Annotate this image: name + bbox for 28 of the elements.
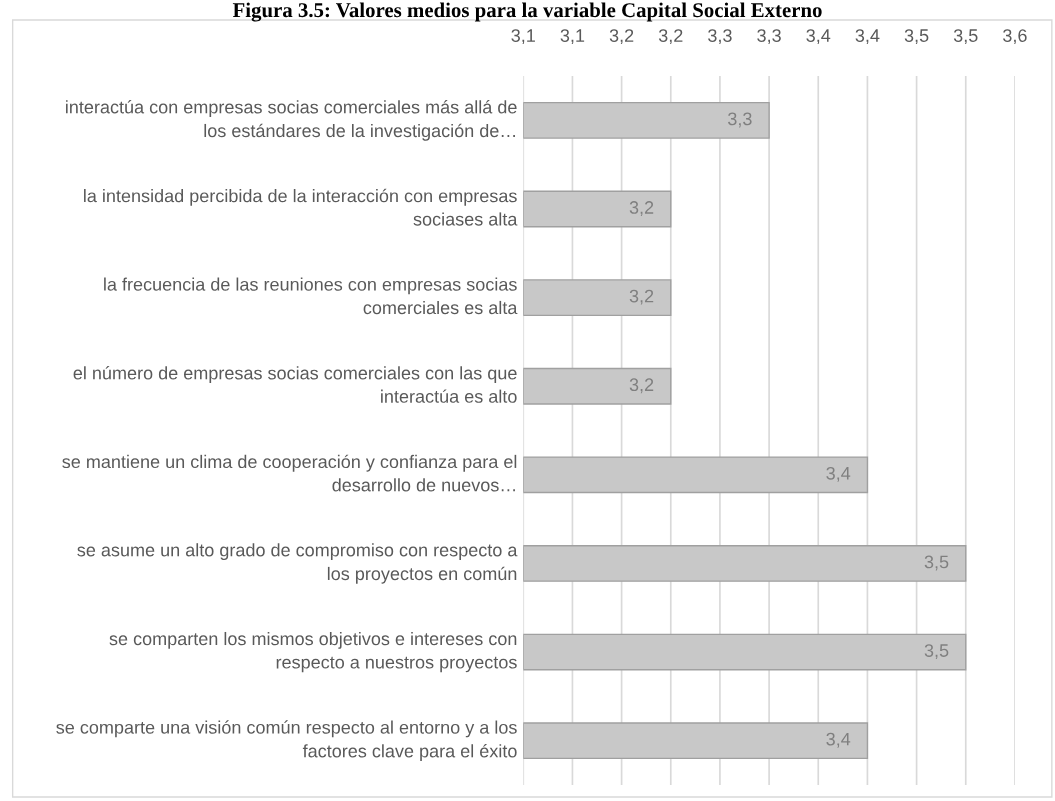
data-label: 3,3 xyxy=(728,112,752,128)
chart-title: Figura 3.5: Valores medios para la variable Capital Social Externo xyxy=(232,2,822,22)
data-label: 3,2 xyxy=(629,201,654,216)
x-tick-label: 3,4 xyxy=(855,29,880,45)
x-tick-label: 3,3 xyxy=(708,29,732,45)
y-tick-label: se asume un alto grado de compromiso con respecto a los proyectos en común xyxy=(77,543,518,584)
x-tick-label: 3,5 xyxy=(904,29,929,45)
y-tick-label: interactúa con empresas socias comerciales más allá de los estándares de la investigación de… xyxy=(66,100,517,141)
x-tick-label: 3,5 xyxy=(953,29,978,45)
y-tick-label: se mantiene un clima de cooperación y confianza para el desarrollo de nuevos… xyxy=(62,454,517,492)
y-tick-label: la intensidad percibida de la interacción con empresas sociases alta xyxy=(84,188,518,226)
data-label: 3,5 xyxy=(924,644,949,660)
data-label: 3,2 xyxy=(629,289,654,305)
x-tick-label: 3,2 xyxy=(609,29,634,45)
x-tick-label: 3,1 xyxy=(560,29,585,45)
x-tick-label: 3,3 xyxy=(757,29,781,45)
y-tick-label: la frecuencia de las reuniones con empresas socias comerciales es alta xyxy=(104,277,518,315)
y-tick-label: el número de empresas socias comerciales con las que interactúa es alto xyxy=(73,366,517,403)
data-label: 3,4 xyxy=(826,466,851,482)
x-tick-label: 3,1 xyxy=(511,29,535,45)
x-tick-label: 3,6 xyxy=(1003,29,1027,45)
x-tick-label: 3,4 xyxy=(806,29,831,45)
x-tick-label: 3,2 xyxy=(658,29,683,45)
y-tick-label: se comparte una visión común respecto al entorno y a los factores clave para el éxito xyxy=(56,720,517,762)
y-tick-label: se comparten los mismos objetivos e intereses con respecto a nuestros proyectos xyxy=(109,631,517,673)
data-label: 3,2 xyxy=(629,378,654,394)
data-label: 3,4 xyxy=(826,732,851,748)
data-label: 3,5 xyxy=(924,555,949,571)
